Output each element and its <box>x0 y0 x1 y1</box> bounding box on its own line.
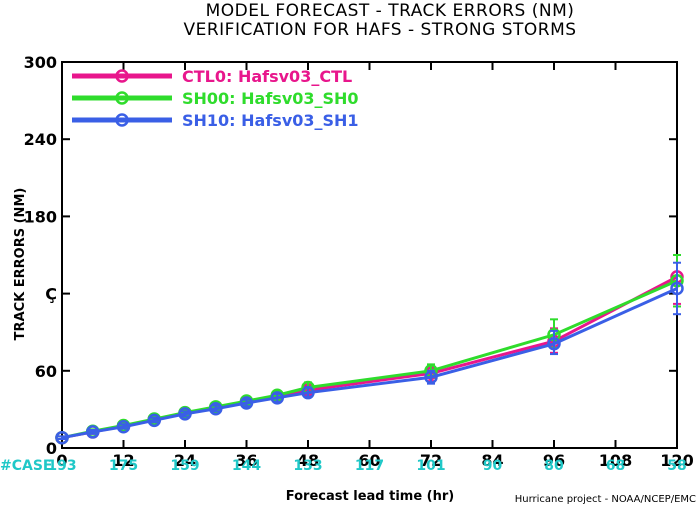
data-point <box>86 425 100 439</box>
y-tick-label: 240 <box>24 130 57 149</box>
y-tick-label: 180 <box>24 207 57 226</box>
case-count-label: 193 <box>47 458 76 474</box>
data-point <box>55 430 69 445</box>
case-count-label: 175 <box>109 458 138 474</box>
y-tick-label: Ç <box>45 285 57 304</box>
data-point <box>147 413 161 428</box>
x-tick-label: 96 <box>543 451 565 470</box>
chart-subtitle: VERIFICATION FOR HAFS - STRONG STORMS <box>183 20 576 40</box>
case-count-label: 159 <box>170 458 199 474</box>
legend-marker <box>115 69 129 83</box>
x-axis-title: Forecast lead time (hr) <box>286 489 454 504</box>
y-tick-label: 300 <box>24 53 57 72</box>
case-row-label: #CASE <box>0 458 53 474</box>
x-tick-label: 120 <box>660 451 693 470</box>
data-point <box>116 420 131 434</box>
y-tick-label: 0 <box>46 439 57 458</box>
case-count-label: 101 <box>416 458 445 474</box>
x-tick-label: 48 <box>297 451 319 470</box>
y-axis-title: TRACK ERRORS (NM) <box>13 188 28 341</box>
data-point <box>424 370 438 384</box>
data-point <box>239 396 254 410</box>
case-count-label: 90 <box>483 458 503 474</box>
x-tick-label: 72 <box>420 451 442 470</box>
case-count-label: 58 <box>667 458 686 474</box>
legend-marker <box>115 113 129 127</box>
case-count-label: 117 <box>355 458 384 474</box>
legend-label: CTL0: Hafsv03_CTL <box>182 67 352 86</box>
case-count-label: 133 <box>293 458 322 474</box>
data-point <box>178 407 192 421</box>
y-tick-label: 60 <box>35 362 57 381</box>
legend-label: SH00: Hafsv03_SH0 <box>182 89 359 108</box>
x-tick-label: 84 <box>481 451 503 470</box>
data-point <box>209 402 223 416</box>
case-count-label: 80 <box>544 458 564 474</box>
x-tick-label: 36 <box>235 451 257 470</box>
credit-text: Hurricane project - NOAA/NCEP/EMC <box>515 494 696 505</box>
x-tick-label: 0 <box>56 451 67 470</box>
case-count-label: 144 <box>232 458 261 474</box>
chart-title: MODEL FORECAST - TRACK ERRORS (NM) <box>206 1 575 21</box>
data-point <box>547 337 561 351</box>
x-tick-label: 108 <box>599 451 632 470</box>
case-count-label: 68 <box>606 458 625 474</box>
x-tick-label: 24 <box>174 451 196 470</box>
x-tick-label: 12 <box>112 451 134 470</box>
x-tick-label: 60 <box>358 451 380 470</box>
legend-label: SH10: Hafsv03_SH1 <box>182 111 359 130</box>
data-point <box>301 385 315 400</box>
data-point <box>270 391 284 405</box>
data-point <box>670 281 684 296</box>
legend-marker <box>115 91 129 105</box>
